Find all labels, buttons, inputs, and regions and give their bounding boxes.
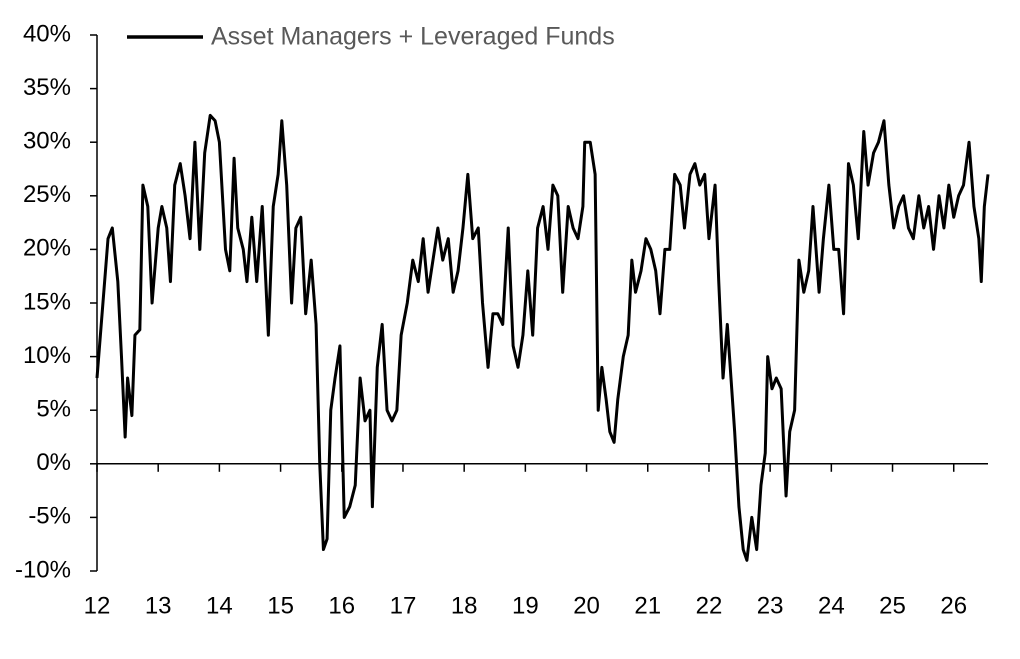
x-tick-label: 26 (940, 592, 967, 619)
y-tick-label: 15% (23, 288, 71, 315)
x-tick-label: 20 (573, 592, 600, 619)
y-tick-label: 0% (36, 449, 71, 476)
legend-label: Asset Managers + Leveraged Funds (211, 23, 615, 51)
x-tick-label: 16 (328, 592, 355, 619)
y-tick-label: -5% (28, 503, 71, 530)
x-tick-label: 14 (206, 592, 233, 619)
x-tick-label: 12 (84, 592, 111, 619)
x-tick-label: 22 (696, 592, 723, 619)
x-tick-label: 21 (634, 592, 661, 619)
x-tick-label: 23 (757, 592, 784, 619)
x-tick-label: 24 (818, 592, 845, 619)
y-tick-label: 25% (23, 181, 71, 208)
x-tick-label: 25 (879, 592, 906, 619)
x-tick-label: 15 (267, 592, 294, 619)
x-tick-label: 13 (145, 592, 172, 619)
y-tick-label: -10% (15, 556, 71, 583)
x-tick-label: 19 (512, 592, 539, 619)
x-tick-label: 17 (390, 592, 417, 619)
x-tick-label: 18 (451, 592, 478, 619)
series-line (95, 113, 990, 562)
y-tick-label: 35% (23, 74, 71, 101)
y-tick-label: 20% (23, 235, 71, 262)
y-tick-label: 10% (23, 342, 71, 369)
y-tick-label: 5% (36, 396, 71, 423)
y-tick-label: 40% (23, 20, 71, 47)
y-tick-label: 30% (23, 128, 71, 155)
